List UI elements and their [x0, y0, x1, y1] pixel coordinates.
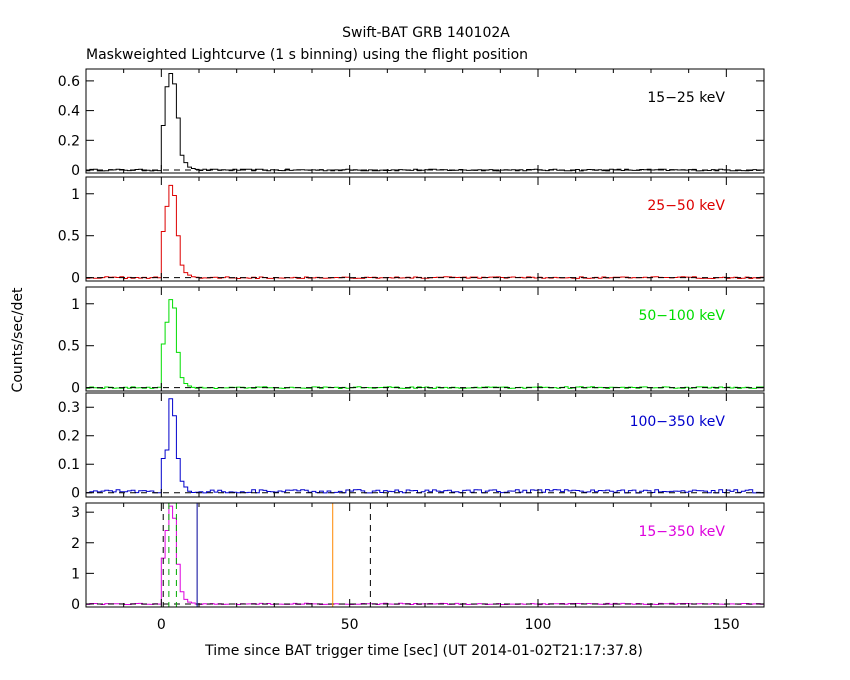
panel-frame-1	[85, 176, 765, 282]
y-tick-label-2-2: 1	[71, 297, 80, 313]
y-tick-label-3-1: 0.1	[58, 457, 80, 473]
y-tick-label-0-0: 0	[71, 163, 80, 179]
x-axis-label: Time since BAT trigger time [sec] (UT 20…	[204, 643, 643, 659]
series-line-3	[86, 398, 764, 494]
panel-frame-3	[85, 392, 765, 498]
y-tick-label-4-2: 2	[71, 536, 80, 552]
y-tick-label-4-0: 0	[71, 597, 80, 613]
panel-frame-2	[85, 286, 765, 392]
x-tick-label-1: 50	[341, 617, 359, 633]
y-tick-label-3-0: 0	[71, 486, 80, 502]
y-tick-label-3-2: 0.2	[58, 429, 80, 445]
band-label-2: 50−100 keV	[638, 308, 725, 324]
y-tick-label-0-3: 0.6	[58, 74, 80, 90]
y-tick-label-2-1: 0.5	[58, 339, 80, 355]
x-tick-label-2: 100	[525, 617, 552, 633]
y-axis-label: Counts/sec/det	[10, 287, 26, 392]
y-tick-label-4-3: 3	[71, 505, 80, 521]
band-label-3: 100−350 keV	[630, 414, 726, 430]
y-tick-label-0-2: 0.4	[58, 104, 80, 120]
panel-frame-0	[85, 68, 765, 174]
x-tick-label-3: 150	[713, 617, 740, 633]
band-label-0: 15−25 keV	[647, 90, 725, 106]
y-tick-label-1-1: 0.5	[58, 229, 80, 245]
y-tick-label-1-0: 0	[71, 271, 80, 287]
y-tick-label-1-2: 1	[71, 187, 80, 203]
band-label-1: 25−50 keV	[647, 198, 725, 214]
y-tick-label-3-3: 0.3	[58, 400, 80, 416]
y-tick-label-4-1: 1	[71, 566, 80, 582]
y-tick-label-2-0: 0	[71, 381, 80, 397]
panel-frame-4	[85, 502, 765, 608]
band-label-4: 15−350 keV	[638, 524, 725, 540]
series-line-0	[86, 73, 764, 172]
chart-title: Swift-BAT GRB 140102A	[342, 25, 510, 41]
y-tick-label-0-1: 0.2	[58, 133, 80, 149]
chart-subtitle: Maskweighted Lightcurve (1 s binning) us…	[86, 47, 528, 63]
x-tick-label-0: 0	[157, 617, 166, 633]
series-line-4	[86, 505, 764, 606]
